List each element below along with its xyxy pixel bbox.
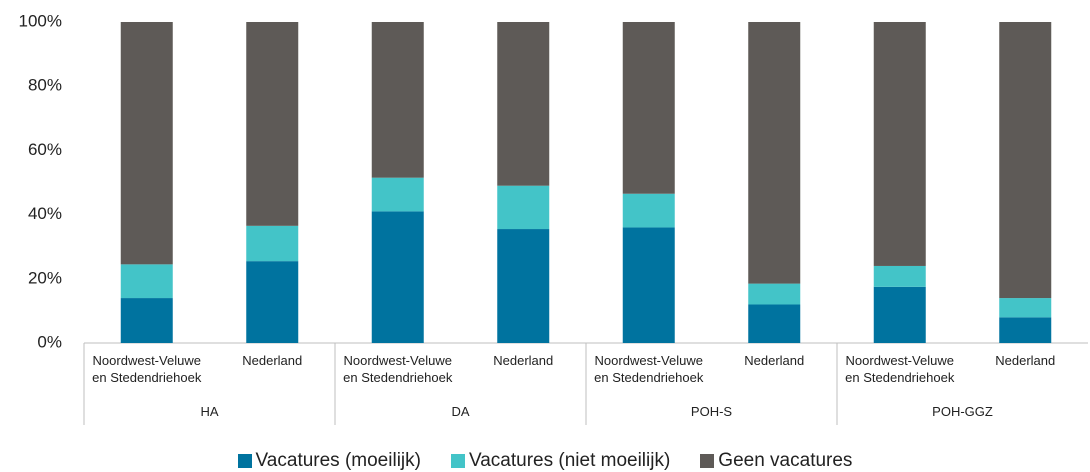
x-tick-label: Nederland (744, 353, 805, 368)
bar-segment (246, 261, 299, 343)
bar-segment (748, 283, 801, 305)
bar-segment (748, 304, 801, 343)
x-tick-label: Noordwest-Veluwe en Stedendriehoek (594, 353, 704, 385)
legend-item: Vacatures (moeilijk) (237, 450, 421, 472)
y-tick-label: 40% (28, 204, 62, 223)
group-label: DA (451, 404, 470, 419)
legend-swatch (237, 454, 252, 468)
bar-segment (873, 265, 926, 287)
bar-segment (999, 298, 1052, 318)
legend-label: Vacatures (niet moeilijk) (468, 450, 671, 471)
bar-segment (497, 185, 550, 230)
bar-segment (873, 22, 926, 266)
y-tick-label: 80% (28, 76, 62, 95)
x-tick-label: Nederland (242, 353, 303, 368)
bar-segment (120, 22, 173, 265)
group-label: HA (200, 404, 219, 419)
bar-segment (120, 264, 173, 299)
legend-swatch (450, 454, 465, 468)
legend-label: Geen vacatures (718, 450, 853, 471)
x-tick-label: Nederland (995, 353, 1056, 368)
bar-segment (999, 22, 1052, 299)
x-tick-label: Noordwest-Veluwe en Stedendriehoek (845, 353, 955, 385)
bar-segment (246, 225, 299, 262)
bar-segment (497, 22, 550, 186)
bar-segment (371, 22, 424, 178)
bar-segment (622, 22, 675, 194)
y-tick-label: 100% (19, 11, 62, 30)
y-tick-label: 0% (37, 332, 62, 351)
legend-item: Geen vacatures (700, 450, 852, 472)
legend-swatch (700, 454, 715, 468)
x-tick-label: Noordwest-Veluwe en Stedendriehoek (343, 353, 453, 385)
y-tick-label: 20% (28, 268, 62, 287)
legend-label: Vacatures (moeilijk) (255, 450, 421, 471)
legend-item: Vacatures (niet moeilijk) (450, 450, 671, 472)
x-tick-label: Nederland (493, 353, 554, 368)
bar-segment (873, 286, 926, 343)
bar-segment (371, 211, 424, 343)
bar-segment (246, 22, 299, 226)
bar-segment (120, 298, 173, 343)
bar-segment (622, 193, 675, 228)
bar-segment (748, 22, 801, 284)
legend: Vacatures (moeilijk) Vacatures (niet moei… (0, 450, 1090, 472)
bar-segment (999, 317, 1052, 343)
group-label: POH-GGZ (932, 404, 993, 419)
bar-segment (497, 229, 550, 343)
y-tick-label: 60% (28, 140, 62, 159)
group-label: POH-S (690, 404, 733, 419)
x-tick-label: Noordwest-Veluwe en Stedendriehoek (92, 353, 202, 385)
bar-segment (622, 227, 675, 343)
bar-segment (371, 177, 424, 212)
